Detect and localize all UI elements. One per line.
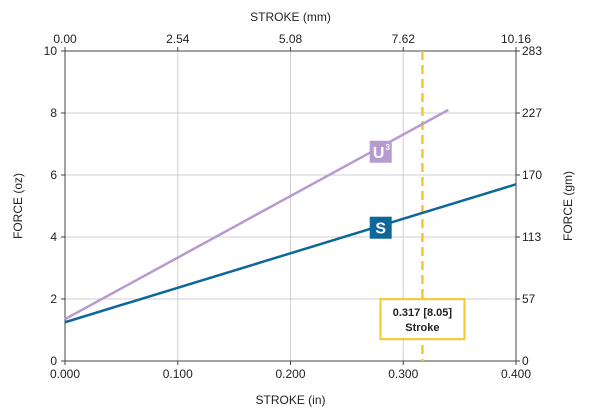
- y-left-tick-label: 6: [50, 168, 57, 182]
- y-right-tick-label: 57: [522, 292, 536, 306]
- y-right-tick-label: 170: [522, 168, 542, 182]
- series-label-box-u: [369, 140, 392, 163]
- x-bottom-tick-label: 0.300: [388, 367, 418, 381]
- y-axis-left-title: FORCE (oz): [11, 173, 25, 239]
- series-label-u: U: [373, 145, 385, 162]
- series-label-s: S: [375, 221, 386, 238]
- x-bottom-tick-label: 0.000: [50, 367, 80, 381]
- y-left-tick-label: 0: [50, 354, 57, 368]
- y-axis-right-ticks: 0 57 113 170 227 283: [516, 44, 542, 368]
- y-right-tick-label: 0: [522, 354, 529, 368]
- x-top-tick-label: 10.16: [501, 32, 531, 46]
- x-bottom-tick-label: 0.400: [501, 367, 531, 381]
- y-left-tick-label: 10: [44, 44, 58, 58]
- y-right-tick-label: 283: [522, 44, 542, 58]
- series-label-box-s: [369, 216, 392, 239]
- y-right-tick-label: 113: [522, 230, 541, 244]
- y-left-tick-label: 2: [50, 292, 57, 306]
- x-axis-top-ticks: 0.00 2.54 5.08 7.62 10.16: [53, 32, 531, 51]
- stroke-callout-value: 0.317 [8.05]: [393, 307, 453, 319]
- y-axis-left-ticks: 0 2 4 6 8 10: [44, 44, 65, 368]
- y-left-tick-label: 8: [50, 106, 57, 120]
- x-top-tick-label: 7.62: [392, 32, 416, 46]
- series-line-s: [64, 183, 517, 324]
- x-bottom-tick-label: 0.200: [275, 367, 305, 381]
- x-axis-bottom-ticks: 0.000 0.100 0.200 0.300 0.400: [50, 361, 531, 381]
- x-axis-bottom-title: STROKE (in): [255, 393, 325, 407]
- x-bottom-tick-label: 0.100: [163, 367, 193, 381]
- x-top-tick-label: 5.08: [279, 32, 303, 46]
- x-axis-top-title: STROKE (mm): [250, 10, 331, 24]
- stroke-callout-box: [379, 298, 466, 341]
- stroke-callout-caption: Stroke: [405, 322, 439, 334]
- y-right-tick-label: 227: [522, 106, 542, 120]
- series-label-superscript-u: 3: [385, 143, 390, 152]
- y-axis-right-title: FORCE (gm): [561, 171, 575, 241]
- series-layer: U 3 S: [64, 108, 517, 324]
- x-top-tick-label: 2.54: [166, 32, 190, 46]
- annotation-layer: 0.317 [8.05] Stroke: [379, 51, 466, 361]
- y-left-tick-label: 4: [50, 230, 57, 244]
- x-top-tick-label: 0.00: [53, 32, 77, 46]
